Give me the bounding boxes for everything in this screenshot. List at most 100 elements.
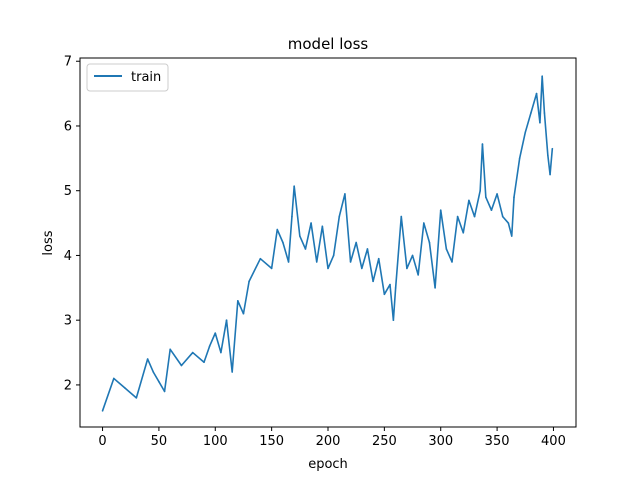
data-point xyxy=(501,215,504,218)
data-point xyxy=(344,193,346,195)
data-point xyxy=(485,196,487,198)
data-point xyxy=(321,225,324,228)
data-point xyxy=(124,387,126,389)
data-point xyxy=(394,287,397,289)
data-point xyxy=(439,209,442,211)
y-axis-ticks: 2 3 4 5 6 7 xyxy=(64,55,80,393)
data-point xyxy=(231,371,233,373)
data-point xyxy=(163,390,166,393)
data-point xyxy=(383,293,386,296)
data-point xyxy=(411,254,414,257)
data-point xyxy=(214,332,217,334)
data-point xyxy=(417,274,419,276)
data-point xyxy=(158,380,160,383)
data-point xyxy=(456,215,459,218)
data-point xyxy=(299,235,301,237)
x-tick-label: 200 xyxy=(316,434,341,449)
data-point xyxy=(392,319,395,321)
data-point xyxy=(490,209,493,211)
data-point xyxy=(549,173,551,176)
data-point xyxy=(372,280,374,283)
y-tick-label: 3 xyxy=(64,314,72,329)
chart-title: model loss xyxy=(288,35,369,53)
y-tick-label: 7 xyxy=(64,55,72,70)
legend-label-train: train xyxy=(131,70,161,85)
data-point xyxy=(473,215,476,218)
data-point xyxy=(547,154,549,156)
data-point xyxy=(479,189,481,192)
data-point xyxy=(513,196,515,198)
data-point xyxy=(208,345,211,347)
data-point xyxy=(225,319,228,321)
data-point xyxy=(191,351,194,354)
x-tick-label: 150 xyxy=(259,434,284,449)
data-point xyxy=(293,185,295,187)
data-point xyxy=(180,364,183,367)
data-point xyxy=(276,228,279,231)
x-axis-label: epoch xyxy=(308,457,348,472)
data-point xyxy=(535,92,538,95)
data-point xyxy=(327,267,329,270)
data-point xyxy=(541,75,543,77)
data-point xyxy=(315,261,318,263)
data-point xyxy=(524,131,527,134)
data-point xyxy=(101,410,104,412)
data-point xyxy=(451,261,453,263)
data-point xyxy=(539,121,541,124)
data-point xyxy=(220,351,222,354)
data-point xyxy=(270,267,273,270)
x-tick-label: 100 xyxy=(203,434,228,449)
data-point xyxy=(543,112,546,114)
legend-box xyxy=(86,63,169,92)
data-point xyxy=(406,267,408,270)
data-point xyxy=(355,241,357,244)
data-point xyxy=(332,254,335,257)
x-tick-label: 50 xyxy=(151,434,168,449)
y-tick-label: 5 xyxy=(64,184,72,199)
data-point xyxy=(530,112,532,114)
data-point xyxy=(468,199,470,202)
data-point xyxy=(551,147,554,150)
y-tick-label: 4 xyxy=(64,249,72,264)
data-point xyxy=(248,280,250,283)
data-point xyxy=(237,299,239,302)
data-point xyxy=(423,222,425,224)
x-tick-label: 250 xyxy=(372,434,397,449)
data-point xyxy=(518,157,521,160)
data-point xyxy=(389,283,391,286)
x-tick-label: 0 xyxy=(98,434,106,449)
data-point xyxy=(377,257,380,260)
data-point xyxy=(338,215,341,218)
data-point xyxy=(287,261,290,263)
data-point xyxy=(361,267,363,270)
data-point xyxy=(366,248,369,250)
data-point xyxy=(113,377,115,380)
data-point xyxy=(428,241,431,244)
data-point xyxy=(135,397,138,399)
data-point xyxy=(152,371,155,373)
data-point xyxy=(310,222,312,224)
legend: train xyxy=(86,63,169,92)
data-point xyxy=(510,235,513,237)
data-point xyxy=(434,287,436,289)
x-tick-label: 300 xyxy=(428,434,453,449)
data-point xyxy=(242,312,245,315)
data-point xyxy=(481,143,484,145)
data-point xyxy=(203,361,205,364)
x-axis-ticks: 0 50 100 150 200 250 300 350 400 xyxy=(98,427,566,449)
y-tick-label: 2 xyxy=(64,378,72,393)
data-point xyxy=(445,248,448,250)
x-tick-label: 400 xyxy=(541,434,566,449)
data-point xyxy=(349,261,352,263)
y-tick-label: 6 xyxy=(64,119,72,134)
data-point xyxy=(259,257,262,260)
data-point xyxy=(462,231,465,234)
x-tick-label: 350 xyxy=(485,434,510,449)
data-point xyxy=(146,358,149,360)
data-point xyxy=(400,215,403,218)
data-point xyxy=(291,215,293,218)
data-point xyxy=(496,193,498,195)
data-point xyxy=(304,248,307,250)
